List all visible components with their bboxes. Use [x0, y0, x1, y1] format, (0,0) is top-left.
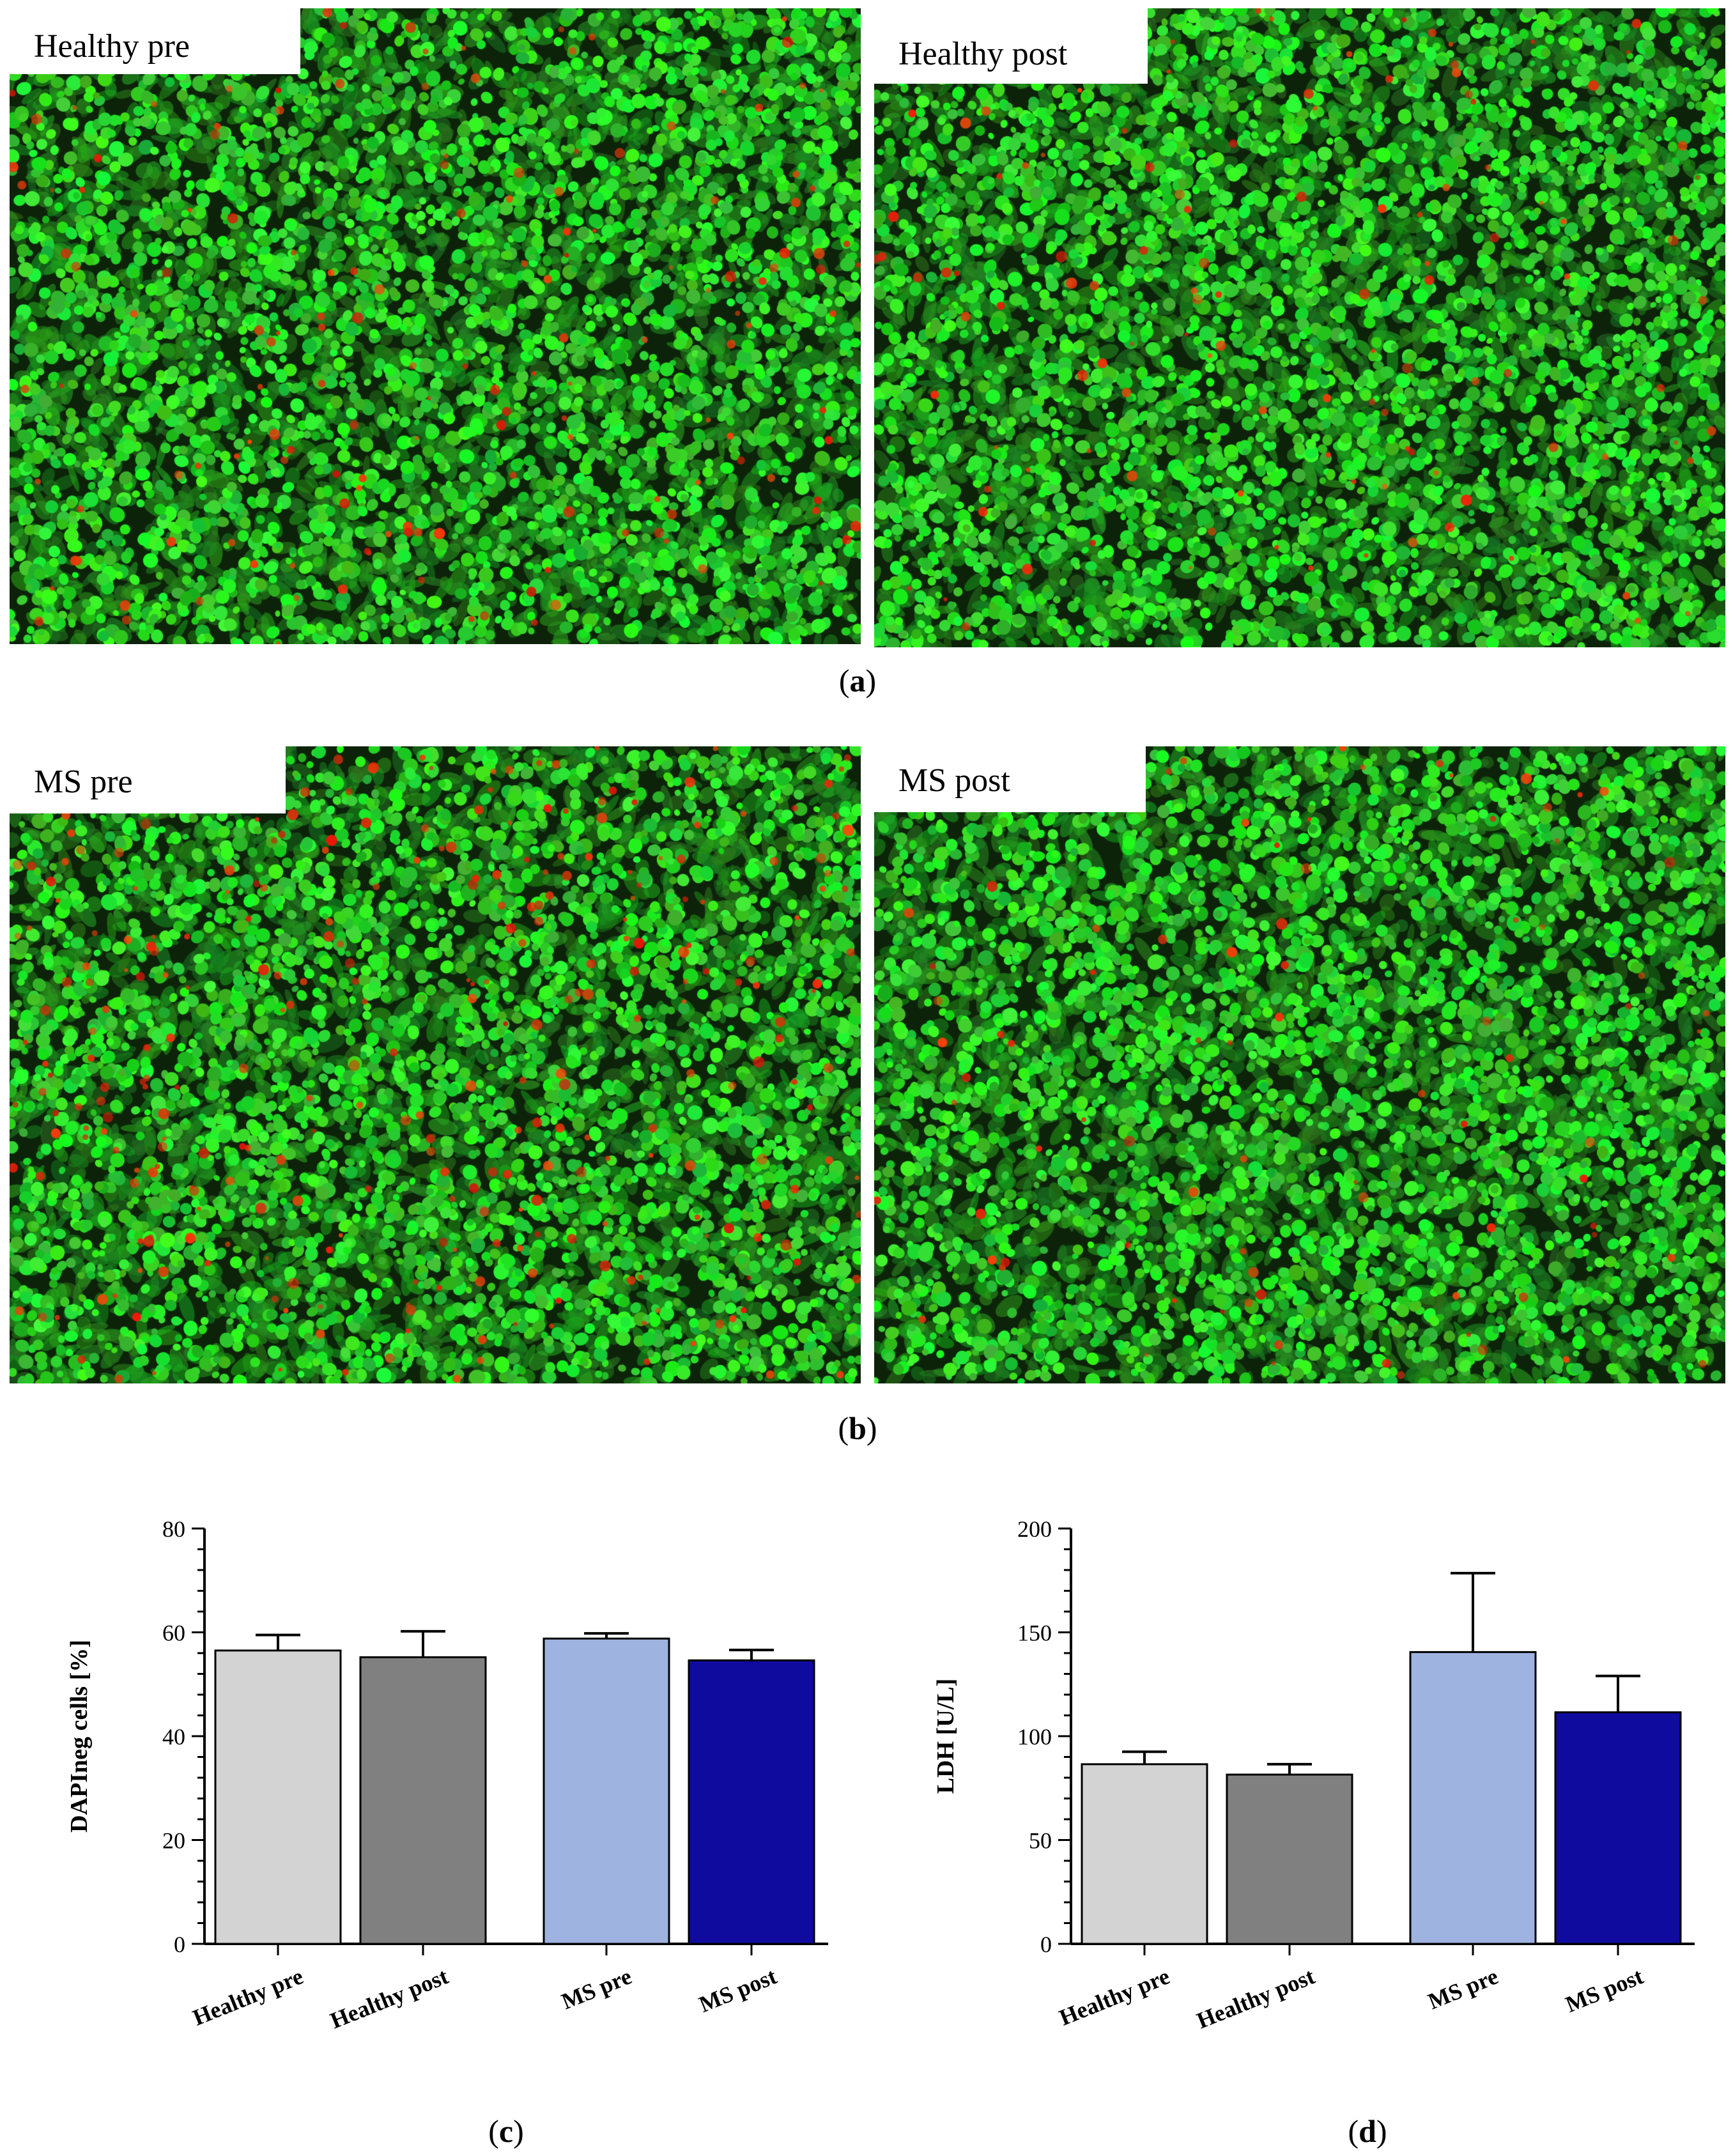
- y-axis-label: LDH [U/L]: [932, 1679, 959, 1794]
- chart-dapineg-cells: 0 20 40 60 80 DAPIneg cells [%] Healthy pre Hea…: [66, 1516, 828, 2033]
- x-tick-label: Healthy pre: [1056, 1963, 1173, 2030]
- micrograph-healthy-pre: Healthy pre: [10, 8, 861, 644]
- micrograph-label: Healthy post: [874, 8, 1148, 84]
- bar-ms-pre: [543, 1637, 670, 1945]
- bar-ms-pre: [1409, 1651, 1537, 1945]
- x-tick-label: MS pre: [558, 1963, 635, 2014]
- bar-healthy-post: [1226, 1773, 1353, 1945]
- y-tick-label: 200: [1017, 1516, 1052, 1542]
- panel-label-c: (c): [488, 2113, 524, 2149]
- micrograph-healthy-post-image: [874, 8, 1725, 647]
- panel-label-d: (d): [1348, 2113, 1387, 2149]
- bar-healthy-pre: [1081, 1763, 1208, 1945]
- y-tick-label: 80: [162, 1516, 185, 1542]
- y-axis-label: DAPIneg cells [%]: [66, 1640, 93, 1833]
- panel-label-a: (a): [838, 663, 877, 698]
- y-tick-label: 40: [162, 1724, 185, 1750]
- micrograph-label: Healthy pre: [10, 8, 300, 74]
- y-tick-label: 0: [1040, 1932, 1052, 1957]
- y-tick-label: 150: [1017, 1621, 1052, 1646]
- chart-ldh: 0 50 100 150 200 LDH [U/L] Healthy pre Healthy …: [932, 1516, 1695, 2033]
- x-tick-label: MS post: [1562, 1963, 1647, 2017]
- x-tick-label: Healthy pre: [189, 1963, 307, 2030]
- y-tick-label: 60: [162, 1621, 185, 1646]
- x-tick-label: Healthy post: [327, 1963, 452, 2033]
- x-tick-label: Healthy post: [1193, 1963, 1318, 2033]
- micrograph-ms-pre: MS pre: [10, 746, 861, 1383]
- x-tick-label: MS post: [695, 1963, 780, 2017]
- y-tick-label: 20: [162, 1828, 185, 1854]
- micrograph-ms-post-image: [874, 746, 1725, 1383]
- x-tick-label: MS pre: [1424, 1963, 1502, 2014]
- micrograph-label: MS pre: [10, 746, 286, 813]
- micrograph-ms-post: MS post: [874, 746, 1725, 1383]
- micrograph-ms-pre-image: [10, 746, 861, 1383]
- micrograph-healthy-pre-image: [10, 8, 861, 644]
- panel-label-b: (b): [838, 1410, 877, 1446]
- micrograph-healthy-post: Healthy post: [874, 8, 1725, 647]
- y-tick-label: 0: [174, 1932, 185, 1957]
- micrograph-label: MS post: [874, 746, 1146, 812]
- bar-ms-post: [688, 1659, 815, 1945]
- y-tick-label: 100: [1017, 1724, 1052, 1750]
- bar-healthy-pre: [214, 1649, 342, 1945]
- y-tick-label: 50: [1029, 1828, 1052, 1854]
- bar-healthy-post: [359, 1656, 487, 1945]
- bar-ms-post: [1554, 1711, 1682, 1945]
